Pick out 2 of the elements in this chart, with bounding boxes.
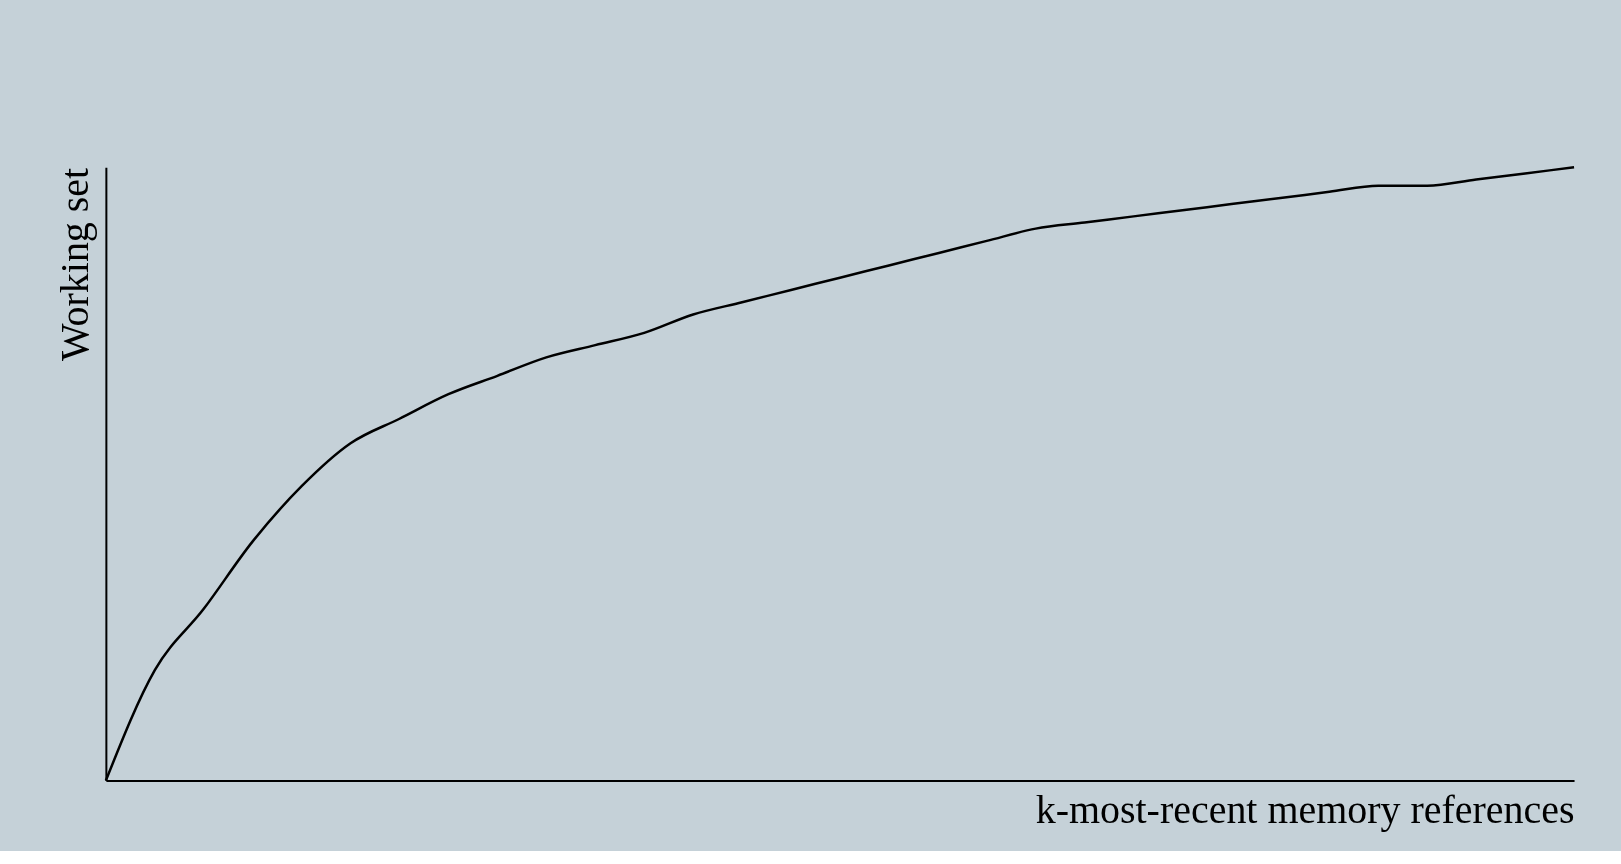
y-axis-title: Working set: [52, 167, 98, 361]
x-axis-title: k-most-recent memory references: [1035, 787, 1575, 833]
